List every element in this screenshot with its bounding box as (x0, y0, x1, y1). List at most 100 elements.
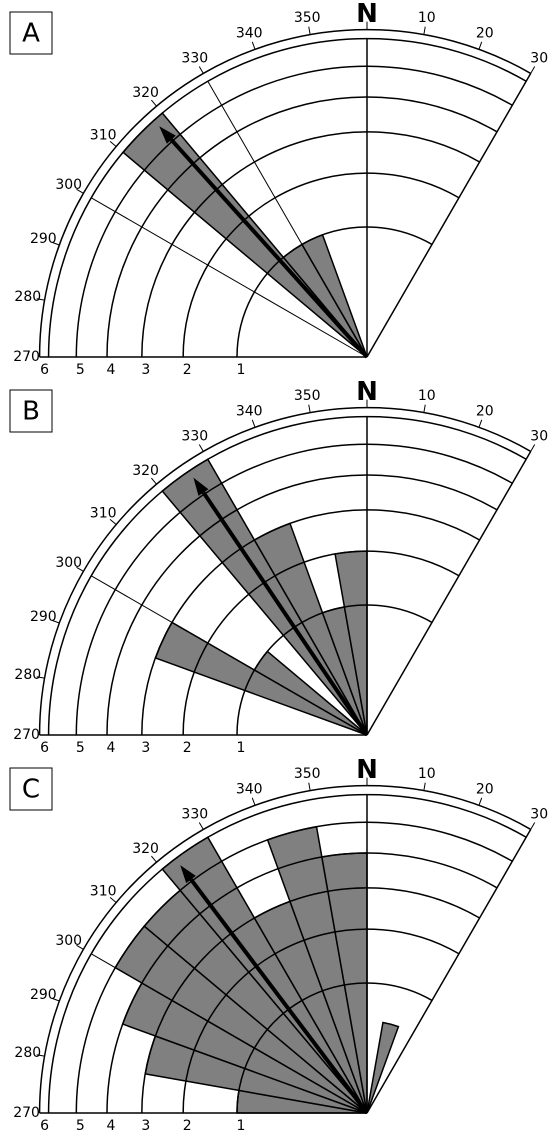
angle-tick (198, 444, 204, 452)
arrow-head (193, 477, 209, 496)
rose-panel: 6 5 4 3 2 1 270 280 290 300 310 320 330 340 350 N 10 20 30… (9, 0, 548, 378)
angle-label: 300 (55, 933, 82, 949)
rose-panel: 6 5 4 3 2 1 270 280 290 300 310 320 330 340 350 N 10 20 30… (9, 377, 548, 756)
panel-label: C (22, 775, 40, 805)
angle-tick (36, 676, 45, 679)
panel-box (9, 389, 53, 433)
angle-label: 20 (476, 781, 494, 797)
angle-tick (51, 619, 60, 624)
angle-tick (423, 26, 426, 35)
r-tick-label: 2 (183, 740, 192, 756)
arrow-head (159, 126, 176, 144)
spoke (366, 73, 532, 358)
angle-label: 270 (13, 349, 40, 365)
angle-tick (76, 188, 84, 194)
angle-label: 330 (181, 429, 208, 445)
angle-label: 270 (13, 1105, 40, 1121)
angle-tick (109, 519, 117, 525)
angle-tick (51, 241, 60, 246)
angle-tick (51, 997, 60, 1002)
angle-label: N (356, 377, 378, 407)
r-tick-label: 5 (76, 1118, 85, 1134)
rose-panel: 6 5 4 3 2 1 270 280 290 300 310 320 330 340 350 N 10 20 30… (9, 755, 548, 1134)
spoke (366, 451, 532, 736)
angle-label: 280 (14, 667, 41, 683)
angle-label: 310 (90, 884, 117, 900)
spoke (90, 953, 368, 1114)
r-tick-label: 4 (107, 740, 116, 756)
angle-tick (151, 855, 157, 863)
sector (366, 1021, 400, 1114)
angle-tick (198, 66, 204, 74)
outer-arc (38, 784, 532, 1114)
r-tick-label: 3 (141, 1118, 150, 1134)
angle-label: 30 (530, 51, 548, 67)
angle-label: 340 (236, 403, 263, 419)
angle-tick (151, 477, 157, 485)
spoke (207, 80, 368, 358)
spoke (207, 836, 368, 1114)
r-tick-label: 2 (183, 1118, 192, 1134)
spoke (366, 829, 532, 1114)
spoke (90, 575, 368, 736)
angle-tick (151, 99, 157, 107)
angle-label: 20 (476, 25, 494, 41)
angle-tick (478, 419, 483, 428)
angle-label: N (356, 755, 378, 785)
r-tick-label: 2 (183, 362, 192, 378)
angle-tick (308, 404, 311, 413)
r-tick-label: 3 (141, 740, 150, 756)
r-tick-label: 1 (237, 362, 246, 378)
angle-tick (478, 41, 483, 50)
angle-tick (109, 897, 117, 903)
angle-label: 270 (13, 727, 40, 743)
sector (122, 112, 368, 358)
angle-tick (198, 822, 204, 830)
angle-label: 290 (30, 609, 57, 625)
angle-label: 320 (132, 463, 159, 479)
angle-tick (308, 782, 311, 791)
mean-arrow (169, 138, 369, 359)
angle-label: 10 (418, 10, 436, 26)
angle-label: 280 (14, 1045, 41, 1061)
r-tick-label: 1 (237, 740, 246, 756)
panel-box (9, 11, 53, 55)
angle-label: 310 (90, 128, 117, 144)
r-tick-label: 6 (40, 1118, 49, 1134)
angle-label: 350 (294, 10, 321, 26)
angle-tick (423, 782, 426, 791)
angle-label: 330 (181, 807, 208, 823)
angle-label: 300 (55, 177, 82, 193)
angle-tick (76, 566, 84, 572)
angle-label: 10 (418, 388, 436, 404)
spoke (207, 458, 368, 736)
angle-tick (530, 822, 536, 830)
angle-tick (251, 797, 256, 806)
r-tick-label: 5 (76, 362, 85, 378)
angle-label: 280 (14, 289, 41, 305)
angle-label: 330 (181, 51, 208, 67)
angle-label: 30 (530, 807, 548, 823)
angle-label: 350 (294, 766, 321, 782)
panel-box (9, 767, 53, 811)
angle-label: 340 (236, 25, 263, 41)
angle-tick (76, 944, 84, 950)
outer-arc (38, 406, 532, 736)
r-tick-label: 4 (107, 362, 116, 378)
angle-label: 30 (530, 429, 548, 445)
angle-tick (36, 1054, 45, 1057)
angle-tick (109, 141, 117, 147)
r-tick-label: 1 (237, 1118, 246, 1134)
angle-tick (251, 41, 256, 50)
angle-tick (308, 26, 311, 35)
angle-label: 10 (418, 766, 436, 782)
panel-label: B (22, 397, 40, 427)
angle-label: N (356, 0, 378, 29)
angle-label: 340 (236, 781, 263, 797)
angle-label: 290 (30, 231, 57, 247)
angle-label: 320 (132, 841, 159, 857)
r-tick-label: 6 (40, 740, 49, 756)
panel-label: A (22, 19, 40, 49)
mean-arrow (201, 491, 369, 737)
r-tick-label: 6 (40, 362, 49, 378)
